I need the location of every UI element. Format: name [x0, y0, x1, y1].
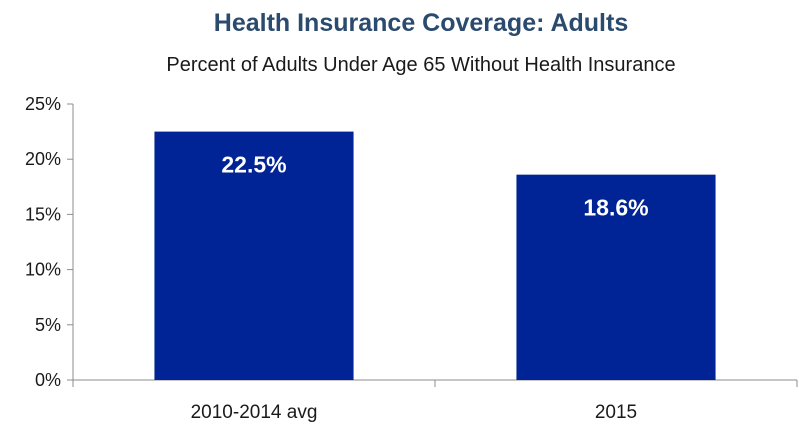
y-tick-label: 15%: [25, 204, 61, 224]
y-tick-label: 0%: [35, 370, 61, 390]
chart-title: Health Insurance Coverage: Adults: [214, 9, 628, 37]
data-label: 18.6%: [583, 195, 648, 221]
y-tick-label: 25%: [25, 94, 61, 114]
data-label: 22.5%: [221, 152, 286, 178]
y-tick-label: 5%: [35, 315, 61, 335]
x-category-label: 2010-2014 avg: [191, 402, 318, 423]
y-tick-label: 10%: [25, 260, 61, 280]
x-category-label: 2015: [595, 402, 637, 423]
y-axis: 0% 5% 10% 15% 20% 25%: [25, 94, 74, 390]
bar: [516, 174, 716, 380]
bar: [154, 131, 354, 380]
bars: 22.5% 18.6%: [154, 131, 716, 380]
x-axis: 2010-2014 avg 2015: [72, 379, 798, 423]
y-tick-label: 20%: [25, 149, 61, 169]
chart-subtitle: Percent of Adults Under Age 65 Without H…: [166, 54, 675, 76]
